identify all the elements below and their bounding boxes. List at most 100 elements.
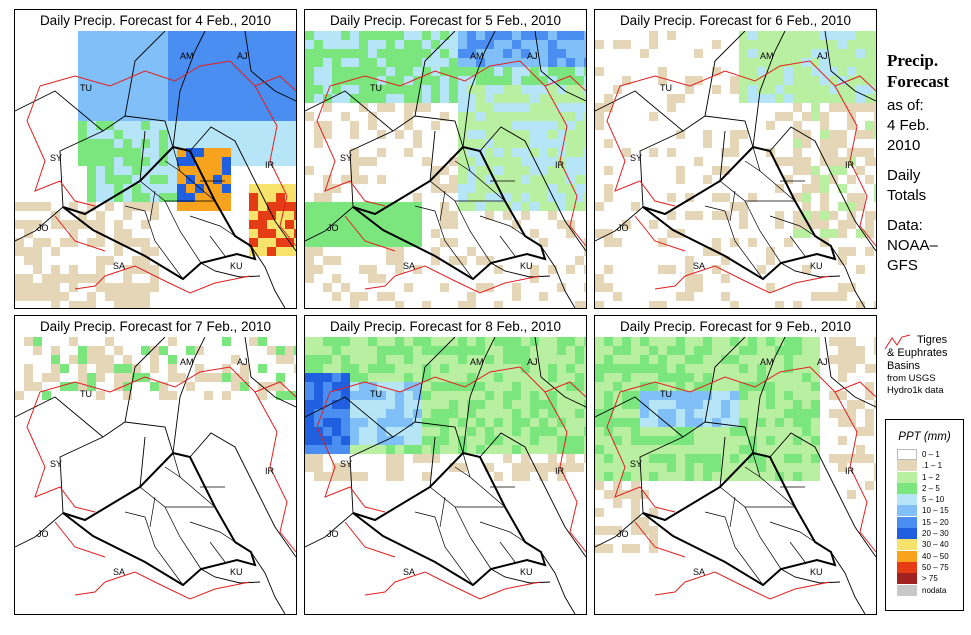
precip-cell xyxy=(521,364,530,373)
precip-cell xyxy=(78,148,87,157)
precip-cell xyxy=(377,400,386,409)
precip-cell xyxy=(341,49,350,58)
country-label-jo: JO xyxy=(617,529,629,539)
precip-cell xyxy=(847,211,856,220)
precip-cell xyxy=(793,364,802,373)
precip-cell xyxy=(404,409,413,418)
precip-cell xyxy=(141,346,150,355)
precip-cell xyxy=(739,49,748,58)
precip-cell xyxy=(838,364,847,373)
precip-cell xyxy=(658,454,667,463)
precip-cell xyxy=(685,193,694,202)
precip-cell xyxy=(294,40,296,49)
precip-cell xyxy=(658,337,667,346)
precip-cell xyxy=(132,130,141,139)
precip-cell xyxy=(557,139,566,148)
precip-cell xyxy=(494,193,503,202)
precip-cell xyxy=(141,193,150,202)
precip-cell xyxy=(204,76,213,85)
precip-cell xyxy=(159,148,168,157)
precip-cell xyxy=(539,184,548,193)
precip-cell xyxy=(323,121,332,130)
precip-cell xyxy=(613,427,622,436)
precip-cell xyxy=(521,58,530,67)
precip-cell xyxy=(595,544,604,553)
precip-cell xyxy=(467,400,476,409)
precip-cell xyxy=(521,445,530,454)
precip-cell xyxy=(404,382,413,391)
precip-cell xyxy=(566,445,575,454)
precip-cell xyxy=(350,391,359,400)
precip-cell xyxy=(105,193,114,202)
precip-cell xyxy=(521,454,530,463)
precip-cell xyxy=(784,58,793,67)
precip-cell xyxy=(440,40,449,49)
precip-cell xyxy=(404,436,413,445)
precip-cell xyxy=(186,139,195,148)
precip-cell xyxy=(613,481,622,490)
country-boundary xyxy=(15,512,64,548)
precip-cell xyxy=(566,49,575,58)
precip-cell xyxy=(811,94,820,103)
precip-cell xyxy=(757,436,766,445)
precip-cell xyxy=(667,436,676,445)
country-boundary xyxy=(462,337,496,454)
precip-cell xyxy=(314,436,323,445)
precip-cell xyxy=(240,31,249,40)
precip-cell xyxy=(314,373,323,382)
precip-cell xyxy=(359,265,368,274)
precip-cell xyxy=(123,166,132,175)
precip-cell xyxy=(150,85,159,94)
precip-cell xyxy=(658,436,667,445)
precip-cell xyxy=(584,184,586,193)
precip-cell xyxy=(323,85,332,94)
precip-cell xyxy=(386,337,395,346)
precip-cell xyxy=(730,400,739,409)
precip-cell xyxy=(440,355,449,364)
precip-cell xyxy=(51,301,60,308)
precip-cell xyxy=(42,202,51,211)
precip-cell xyxy=(530,337,539,346)
precip-cell xyxy=(604,103,613,112)
country-label-ir: IR xyxy=(555,160,565,170)
precip-cell xyxy=(856,40,865,49)
precip-cell xyxy=(150,355,159,364)
precip-cell xyxy=(314,355,323,364)
country-boundary xyxy=(534,337,586,408)
precip-cell xyxy=(78,130,87,139)
precip-cell xyxy=(240,373,249,382)
precip-cell xyxy=(305,346,314,355)
precip-cell xyxy=(305,229,314,238)
country-boundary xyxy=(349,115,464,208)
precip-cell xyxy=(186,121,195,130)
precip-cell xyxy=(267,202,276,211)
precip-cell xyxy=(96,346,105,355)
precip-grid xyxy=(305,337,586,481)
precip-cell xyxy=(440,76,449,85)
precip-cell xyxy=(757,94,766,103)
precip-cell xyxy=(658,238,667,247)
country-boundary xyxy=(769,432,876,558)
precip-cell xyxy=(249,229,258,238)
precip-cell xyxy=(604,454,613,463)
precip-cell xyxy=(703,436,712,445)
precip-cell xyxy=(368,355,377,364)
precip-cell xyxy=(159,139,168,148)
precip-cell xyxy=(395,67,404,76)
precip-cell xyxy=(377,202,386,211)
precip-cell xyxy=(847,103,856,112)
precip-cell xyxy=(168,31,177,40)
precip-cell xyxy=(422,436,431,445)
precip-cell xyxy=(258,238,267,247)
precip-cell xyxy=(485,139,494,148)
precip-cell xyxy=(802,229,811,238)
precip-cell xyxy=(69,355,78,364)
precip-cell xyxy=(730,472,739,481)
precip-cell xyxy=(404,220,413,229)
precip-cell xyxy=(123,175,132,184)
precip-cell xyxy=(766,391,775,400)
precip-cell xyxy=(874,301,876,308)
precip-cell xyxy=(649,112,658,121)
precip-cell xyxy=(766,49,775,58)
precip-cell xyxy=(604,166,613,175)
